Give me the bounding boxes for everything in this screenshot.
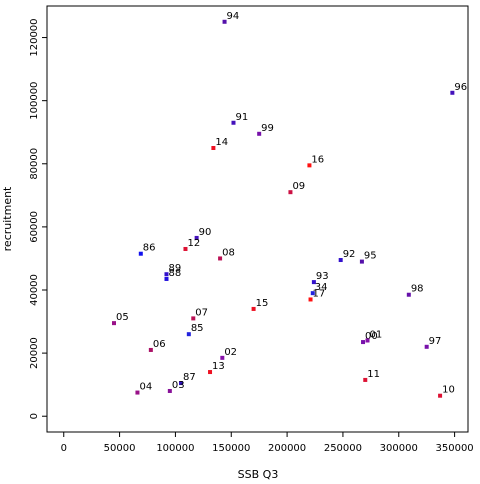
data-point-94 bbox=[222, 19, 227, 24]
data-point-87 bbox=[179, 381, 184, 386]
data-point-07 bbox=[191, 316, 196, 321]
data-point-91 bbox=[231, 120, 236, 125]
data-point-label: 01 bbox=[369, 329, 382, 340]
x-tick-label: 250000 bbox=[324, 443, 362, 454]
data-point-label: 91 bbox=[235, 112, 248, 123]
data-point-label: 05 bbox=[116, 312, 129, 323]
data-point-93 bbox=[311, 280, 316, 285]
data-point-86 bbox=[138, 251, 143, 256]
x-tick-label: 300000 bbox=[380, 443, 418, 454]
data-point-14 bbox=[211, 146, 216, 150]
data-point-11 bbox=[363, 377, 368, 382]
data-point-label: 94 bbox=[227, 11, 240, 22]
data-point-10 bbox=[438, 393, 443, 398]
data-point-label: 89 bbox=[168, 263, 181, 274]
data-point-label: 99 bbox=[261, 123, 274, 134]
data-point-99 bbox=[257, 131, 262, 136]
x-tick-label: 200000 bbox=[268, 443, 306, 454]
data-point-label: 87 bbox=[183, 372, 196, 383]
data-point-13 bbox=[208, 370, 213, 375]
data-point-09 bbox=[288, 190, 293, 195]
data-point-17 bbox=[308, 297, 313, 302]
y-tick-label: 80000 bbox=[29, 148, 40, 180]
x-tick-label: 50000 bbox=[104, 443, 136, 454]
data-point-label: 07 bbox=[195, 307, 208, 318]
y-axis: 0 20000 40000 60000 80000 100000 120000 bbox=[29, 18, 47, 419]
data-point-label: 03 bbox=[172, 380, 185, 391]
data-point-label: 98 bbox=[411, 284, 424, 295]
data-point-34 bbox=[310, 291, 315, 296]
data-point-01 bbox=[365, 338, 370, 343]
data-point-90 bbox=[194, 235, 199, 240]
y-axis-label: recruitment bbox=[1, 186, 14, 251]
x-tick-label: 350000 bbox=[436, 443, 474, 454]
y-tick-label: 0 bbox=[29, 413, 40, 419]
data-point-label: 85 bbox=[191, 323, 204, 334]
y-tick-label: 40000 bbox=[29, 274, 40, 306]
data-point-06 bbox=[148, 347, 153, 352]
data-point-15 bbox=[251, 306, 256, 311]
data-point-label: 96 bbox=[454, 82, 467, 93]
data-point-label: 93 bbox=[316, 271, 329, 282]
data-point-16 bbox=[307, 163, 312, 168]
data-point-label: 12 bbox=[187, 238, 200, 249]
data-point-label: 15 bbox=[256, 298, 269, 309]
data-point-label: 95 bbox=[364, 251, 377, 262]
data-point-88 bbox=[164, 276, 169, 281]
data-point-label: 08 bbox=[222, 247, 235, 258]
data-point-03 bbox=[167, 388, 172, 393]
data-point-label: 13 bbox=[212, 361, 225, 372]
data-point-98 bbox=[406, 292, 411, 297]
data-point-92 bbox=[338, 258, 343, 263]
data-point-label: 00 bbox=[365, 331, 378, 342]
data-point-04 bbox=[135, 390, 140, 395]
data-point-label: 97 bbox=[429, 336, 442, 347]
data-point-label: 16 bbox=[311, 154, 324, 165]
data-point-12 bbox=[183, 246, 188, 251]
data-point-label: 86 bbox=[143, 243, 156, 254]
x-axis-label: SSB Q3 bbox=[238, 468, 279, 480]
data-point-label: 11 bbox=[367, 369, 380, 380]
y-tick-label: 120000 bbox=[29, 18, 40, 56]
data-point-95 bbox=[359, 259, 364, 264]
data-point-label: 10 bbox=[442, 385, 455, 396]
x-tick-label: 0 bbox=[61, 443, 67, 454]
data-point-label: 92 bbox=[343, 249, 356, 260]
data-point-85 bbox=[186, 332, 191, 337]
data-point-label: 34 bbox=[315, 282, 328, 293]
data-point-label: 88 bbox=[168, 268, 181, 279]
data-point-label: 02 bbox=[224, 347, 237, 358]
x-tick-label: 100000 bbox=[156, 443, 194, 454]
data-point-label: 04 bbox=[139, 382, 152, 393]
data-point-label: 09 bbox=[292, 181, 305, 192]
x-axis: 0 50000 100000 150000 200000 250000 300000 3500… bbox=[61, 432, 474, 454]
data-point-00 bbox=[361, 340, 366, 345]
data-point-label: 06 bbox=[153, 339, 166, 350]
data-point-08 bbox=[218, 256, 223, 261]
data-point-02 bbox=[220, 355, 225, 360]
data-point-96 bbox=[450, 90, 455, 95]
x-tick-label: 150000 bbox=[212, 443, 250, 454]
y-tick-label: 100000 bbox=[29, 82, 40, 120]
data-point-89 bbox=[164, 272, 169, 277]
data-point-label: 14 bbox=[215, 137, 228, 148]
plot-frame bbox=[46, 5, 469, 433]
data-point-label: 17 bbox=[313, 288, 326, 299]
data-point-label: 90 bbox=[199, 227, 212, 238]
y-tick-label: 60000 bbox=[29, 211, 40, 243]
data-point-05 bbox=[112, 321, 117, 326]
data-point-97 bbox=[424, 344, 429, 349]
y-tick-label: 20000 bbox=[29, 337, 40, 369]
